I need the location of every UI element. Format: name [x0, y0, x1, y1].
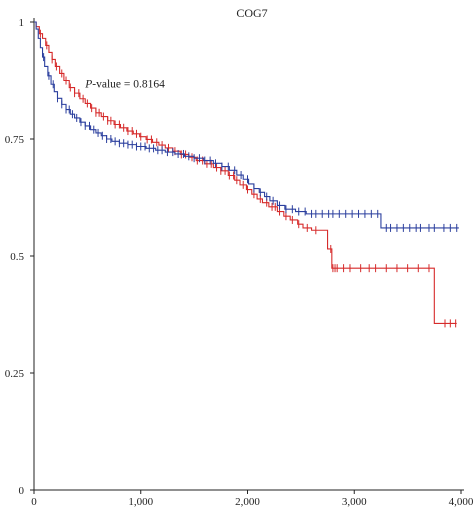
p-value-text: -value = 0.8164	[92, 79, 165, 91]
y-tick-label: 1	[19, 17, 25, 29]
y-tick-label: 0.5	[10, 251, 24, 263]
x-tick-label: 2,000	[235, 496, 260, 508]
x-tick-label: 1,000	[128, 496, 153, 508]
y-tick-label: 0	[19, 485, 25, 497]
p-value-annotation: P-value = 0.8164	[84, 79, 165, 91]
series-red	[34, 21, 457, 328]
x-ticks: 0 1,000 2,000 3,000 4,000	[31, 490, 474, 508]
x-axis: 0 1,000 2,000 3,000 4,000	[31, 489, 474, 508]
x-tick-label: 3,000	[342, 496, 367, 508]
p-value-italic: P	[84, 79, 92, 91]
survival-step-line	[34, 21, 457, 324]
series-blue	[34, 21, 459, 232]
y-axis: 0 0.25 0.5 0.75 1	[5, 17, 35, 497]
x-tick-label: 4,000	[449, 496, 474, 508]
chart-title: COG7	[236, 6, 267, 20]
series-layer	[34, 21, 459, 328]
y-ticks: 0 0.25 0.5 0.75 1	[5, 17, 34, 497]
x-tick-label: 0	[31, 496, 37, 508]
survival-step-line	[34, 21, 459, 229]
y-tick-label: 0.25	[5, 368, 25, 380]
y-tick-label: 0.75	[5, 134, 25, 146]
